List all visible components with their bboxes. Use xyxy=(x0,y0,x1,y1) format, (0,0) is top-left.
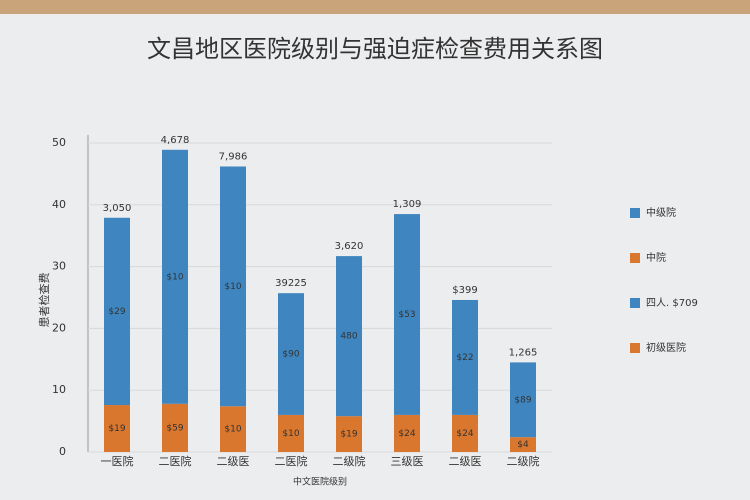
bar-top-label: 1,309 xyxy=(393,199,422,210)
x-tick-label: 二级医 xyxy=(217,455,250,468)
bar-top-label: 3,620 xyxy=(335,241,364,252)
segment-label: $10 xyxy=(224,282,241,292)
segment-label: $10 xyxy=(224,425,241,435)
x-tick-label: 一医院 xyxy=(101,454,134,468)
bar-segment xyxy=(162,149,188,404)
x-axis-label: 中文医院级别 xyxy=(293,476,347,488)
bar-segment xyxy=(220,406,246,452)
x-tick-label: 二级医 xyxy=(449,455,482,468)
y-tick-label: 50 xyxy=(52,136,66,149)
segment-label: $24 xyxy=(398,429,415,439)
bar-segment xyxy=(278,414,304,452)
legend-swatch xyxy=(630,208,640,218)
bar-top-label: 39225 xyxy=(275,278,307,289)
legend-swatch xyxy=(630,343,640,353)
bar-top-label: 7,986 xyxy=(219,151,248,162)
bar-segment xyxy=(104,405,130,452)
y-tick-label: 10 xyxy=(52,383,66,396)
bar-top-label: 1,265 xyxy=(509,347,538,358)
legend-swatch xyxy=(630,298,640,308)
segment-label: $24 xyxy=(456,429,473,439)
legend-label: 初级医院 xyxy=(646,341,686,354)
segment-label: 480 xyxy=(340,332,357,342)
segment-label: $10 xyxy=(166,272,183,282)
bar-segment xyxy=(162,403,188,452)
bar-segment xyxy=(394,414,420,452)
segment-label: $10 xyxy=(282,429,299,439)
bar-segment xyxy=(394,214,420,415)
segment-label: $59 xyxy=(166,423,183,433)
x-tick-label: 二医院 xyxy=(275,454,308,468)
segment-label: $22 xyxy=(456,353,473,363)
segment-label: $19 xyxy=(108,424,125,434)
chart-title: 文昌地区医院级别与强迫症检查费用关系图 xyxy=(147,35,603,63)
x-tick-label: 二医院 xyxy=(159,454,192,468)
x-tick-label: 二级院 xyxy=(507,454,540,468)
bar-segment xyxy=(336,256,362,417)
legend-label: 中院 xyxy=(646,251,666,264)
bar-segment xyxy=(220,166,246,407)
bar-top-label: 3,050 xyxy=(103,203,132,214)
y-tick-label: 40 xyxy=(52,198,66,211)
segment-label: $19 xyxy=(340,430,357,440)
bar-segment xyxy=(510,362,536,438)
bar-segment xyxy=(336,416,362,452)
legend-label: 中级院 xyxy=(646,206,676,219)
segment-label: $89 xyxy=(514,395,531,405)
bar-top-label: $399 xyxy=(452,285,477,296)
segment-label: $29 xyxy=(108,307,125,317)
legend-label: 四人. $709 xyxy=(646,297,698,309)
bar-top-label: 4,678 xyxy=(161,135,190,146)
y-axis-label: 患者检查费 xyxy=(37,273,51,328)
x-tick-label: 二级院 xyxy=(333,454,366,468)
x-tick-label: 三级医 xyxy=(391,455,424,468)
bar-segment xyxy=(452,414,478,452)
y-tick-label: 0 xyxy=(59,445,66,458)
segment-label: $4 xyxy=(517,440,529,450)
y-tick-label: 30 xyxy=(52,260,66,273)
segment-label: $90 xyxy=(282,350,299,360)
legend-swatch xyxy=(630,253,640,263)
bar-segment xyxy=(452,299,478,415)
bar-segment xyxy=(278,293,304,415)
segment-label: $53 xyxy=(398,310,415,320)
y-tick-label: 20 xyxy=(52,321,66,334)
bar-segment xyxy=(104,217,130,406)
frame xyxy=(0,0,750,14)
bar-segment xyxy=(510,437,536,452)
